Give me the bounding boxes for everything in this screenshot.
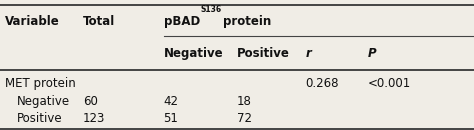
Text: <0.001: <0.001 xyxy=(367,77,410,90)
Text: S136: S136 xyxy=(201,5,222,14)
Text: MET protein: MET protein xyxy=(5,77,75,90)
Text: P: P xyxy=(367,47,376,60)
Text: Total: Total xyxy=(83,15,115,28)
Text: Negative: Negative xyxy=(164,47,223,60)
Text: Variable: Variable xyxy=(5,15,60,28)
Text: 123: 123 xyxy=(83,112,105,125)
Text: r: r xyxy=(306,47,311,60)
Text: 51: 51 xyxy=(164,112,178,125)
Text: 0.268: 0.268 xyxy=(306,77,339,90)
Text: 18: 18 xyxy=(237,95,252,108)
Text: Positive: Positive xyxy=(17,112,62,125)
Text: Positive: Positive xyxy=(237,47,290,60)
Text: protein: protein xyxy=(223,15,271,28)
Text: 72: 72 xyxy=(237,112,252,125)
Text: 42: 42 xyxy=(164,95,179,108)
Text: 60: 60 xyxy=(83,95,98,108)
Text: Negative: Negative xyxy=(17,95,70,108)
Text: pBAD: pBAD xyxy=(164,15,200,28)
